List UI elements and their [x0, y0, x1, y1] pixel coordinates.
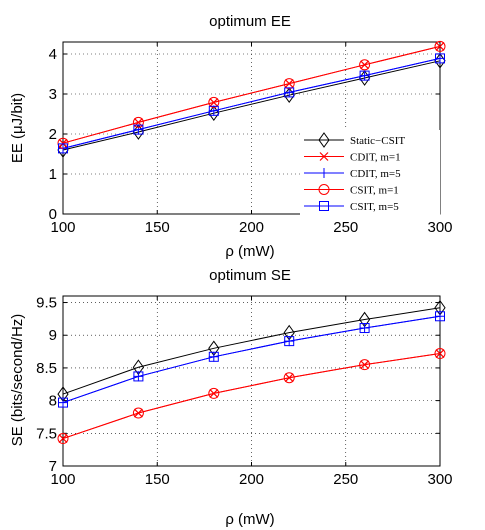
ee-legend-label: CDIT, m=1	[350, 152, 401, 164]
se-series-cdit-m-5-line	[62, 315, 441, 404]
se-series-csit-m-5-point	[359, 323, 370, 334]
ee-x-tick-label: 300	[427, 219, 452, 236]
se-y-tick-label: 7	[49, 458, 57, 475]
se-x-tick-label: 150	[145, 471, 170, 488]
ee-series-csit-m-5-point	[58, 143, 68, 154]
ee-legend-label: Static−CSIT	[350, 135, 405, 147]
se-y-tick-label: 7.5	[36, 425, 57, 442]
se-chart: optimum SE ρ (mW) SE (bits/second/Hz) 10…	[9, 267, 453, 528]
ee-legend-label: CDIT, m=5	[350, 168, 401, 180]
ee-series-csit-m-5-point	[208, 105, 219, 116]
ee-x-tick-label: 250	[333, 219, 358, 236]
se-series-csit-m-5-point	[284, 336, 295, 347]
se-chart-title: optimum SE	[209, 267, 291, 284]
ee-series-csit-m-1-point	[132, 116, 144, 128]
ee-legend-swatch-marker	[318, 184, 330, 195]
se-series-csit-m-5-line	[62, 315, 441, 404]
se-series-cdit-m-5-point	[58, 397, 68, 408]
ee-legend-label: CSIT, m=5	[350, 201, 399, 213]
se-x-tick-label: 200	[239, 471, 264, 488]
ee-y-tick-label: 4	[49, 46, 57, 63]
ee-chart-title: optimum EE	[209, 13, 291, 30]
ee-series-csit-m-1-point	[359, 59, 371, 71]
ee-x-tick-label: 200	[239, 219, 264, 236]
ee-series-csit-m-5-line	[62, 57, 441, 149]
ee-series-csit-m-1-point	[434, 40, 446, 52]
se-series-csit-m-5-point	[133, 371, 144, 382]
ee-series-csit-m-1-line	[62, 45, 441, 144]
se-series-csit-m-1-point	[132, 407, 144, 419]
se-series-csit-m-1-point	[359, 359, 371, 371]
se-x-tick-label: 300	[427, 471, 452, 488]
se-x-axis-label: ρ (mW)	[225, 511, 274, 528]
ee-legend-swatch-marker	[319, 201, 329, 211]
ee-legend: Static−CSIT CDIT, m=1 CDIT, m=5 CSIT, m=1 CS…	[300, 130, 440, 221]
ee-legend-swatch-marker	[319, 152, 329, 161]
se-series-csit-m-1-point	[283, 372, 295, 384]
ee-y-tick-label: 2	[49, 126, 57, 143]
se-series-csit-m-1-point	[434, 348, 446, 360]
ee-y-axis-label: EE (μJ/bit)	[9, 93, 26, 163]
se-series-csit-m-1-point	[208, 387, 220, 399]
ee-chart: optimum EE ρ (mW) EE (μJ/bit) 100 150 200 2…	[9, 13, 453, 260]
ee-series-static-csit-line	[62, 60, 441, 151]
ee-y-tick-label: 1	[49, 166, 57, 183]
se-series-csit-m-1-line	[62, 353, 441, 440]
ee-y-tick-label: 0	[49, 206, 57, 223]
se-y-tick-label: 8.5	[36, 360, 57, 377]
se-series-cdit-m-5-point	[435, 311, 445, 322]
se-series-csit-m-5-point	[58, 397, 68, 408]
se-series-csit-m-5-point	[435, 311, 445, 322]
ee-legend-swatch-marker	[319, 168, 329, 178]
se-x-tick-label: 100	[50, 471, 75, 488]
ee-y-tick-label: 3	[49, 86, 57, 103]
se-y-tick-label: 9.5	[36, 295, 57, 312]
ee-series-csit-m-1-point	[283, 78, 295, 90]
ee-series-csit-m-1-point	[208, 96, 220, 108]
ee-series-csit-m-5-point	[133, 124, 144, 135]
se-y-tick-label: 9	[49, 327, 57, 344]
ee-legend-box	[300, 130, 440, 221]
ee-legend-label: CSIT, m=1	[350, 185, 399, 197]
se-series-cdit-m-1-point	[435, 349, 445, 358]
ee-series-csit-m-5-point	[359, 70, 370, 81]
se-series-csit-m-1-point	[57, 433, 69, 445]
ee-x-tick-label: 150	[145, 219, 170, 236]
se-y-tick-label: 8	[49, 393, 57, 410]
ee-series-csit-m-5-point	[435, 53, 445, 64]
se-series-static-csit-line	[62, 307, 441, 395]
se-y-axis-label: SE (bits/second/Hz)	[9, 314, 26, 447]
ee-x-tick-label: 100	[50, 219, 75, 236]
se-x-tick-label: 250	[333, 471, 358, 488]
ee-legend-swatch-marker	[318, 132, 330, 148]
ee-series-csit-m-5-point	[284, 87, 295, 98]
ee-x-axis-label: ρ (mW)	[225, 243, 274, 260]
se-series-csit-m-5-point	[208, 351, 219, 362]
